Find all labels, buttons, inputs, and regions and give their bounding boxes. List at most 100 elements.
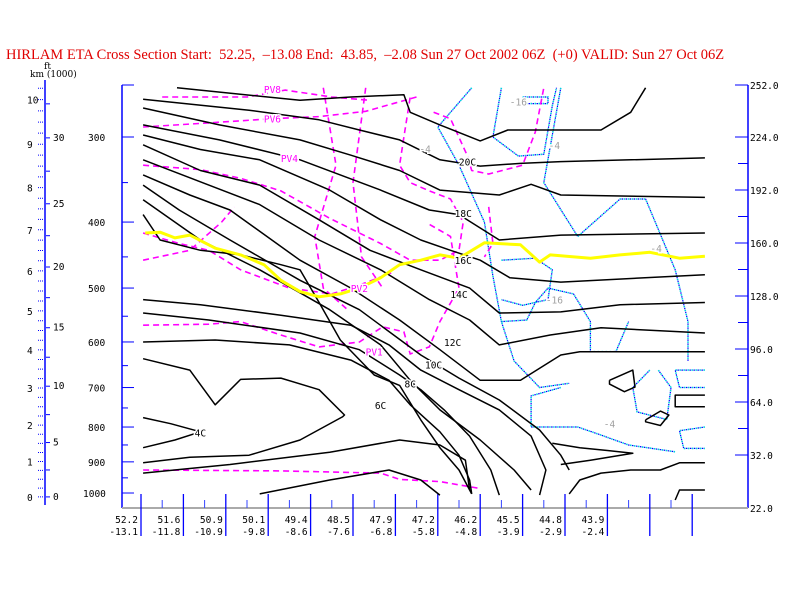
longitude-label: -6.8 (370, 527, 393, 538)
km-tick-label: 2 (27, 421, 33, 432)
km-tick-label: 7 (27, 226, 33, 237)
isotherm-contour (568, 462, 705, 495)
longitude-label: -4.8 (454, 527, 477, 538)
humidity-label: -4 (650, 244, 662, 255)
longitude-label: -10.9 (194, 527, 223, 538)
isotherm-contour (142, 416, 202, 449)
isotherm-contour (142, 357, 346, 464)
humidity-contour-blue (678, 426, 705, 449)
latitude-label: 50.1 (242, 515, 265, 526)
longitude-label: -9.8 (242, 527, 265, 538)
latitude-label: 50.9 (200, 515, 223, 526)
isotherm-contour (143, 98, 705, 167)
right-axis-tick-label: 22.0 (750, 504, 773, 515)
longitude-label: -3.9 (497, 527, 520, 538)
isotherm-contour (142, 159, 705, 346)
isotherm-contour (142, 184, 570, 471)
contour-labels: 20C 18C 16C 14C 12C 10C 8C 6C 4C PV8 PV6 PV4 PV2 PV1 -… (193, 83, 664, 441)
isotherm-contour (143, 298, 547, 496)
isotherm-contour (142, 144, 705, 314)
km-tick-label: 6 (27, 267, 33, 278)
humidity-contours (436, 87, 706, 453)
latitude-label: 51.6 (158, 515, 181, 526)
tropopause-line (145, 230, 706, 299)
pv-label: PV8 (264, 85, 281, 96)
humidity-contour-cyan (674, 369, 705, 389)
km-tick-label: 4 (27, 346, 33, 357)
latitude-label: 52.2 (115, 515, 138, 526)
pv-contour (143, 469, 481, 490)
pv-label: PV4 (281, 154, 298, 165)
right-axis-tick-label: 96.0 (750, 345, 773, 356)
isotherm-contour (644, 410, 670, 427)
pressure-tick-label: 1000 (83, 489, 106, 500)
isotherm-contour (143, 339, 473, 495)
ft-tick-label: 25 (53, 199, 64, 210)
latitude-label: 45.5 (497, 515, 520, 526)
longitude-label: -5.8 (412, 527, 435, 538)
humidity-contour-cyan (436, 87, 570, 389)
ft-axis-unit: ft (44, 62, 51, 72)
right-axis-tick-label: 160.0 (750, 239, 779, 250)
humidity-contour-cyan (678, 426, 706, 450)
pv-contours (142, 87, 545, 490)
longitude-label: -8.6 (285, 527, 308, 538)
ft-tick-label: 10 (53, 381, 65, 392)
tropopause-line (145, 230, 706, 299)
isotherm-contour (143, 439, 471, 491)
pv-label: PV6 (264, 115, 281, 126)
km-axis-unit: km (1000) (30, 70, 77, 80)
km-tick-label: 3 (27, 384, 33, 395)
isotherm-label: 12C (444, 338, 461, 349)
latitude-label: 47.9 (370, 515, 393, 526)
ft-tick-label: 5 (53, 438, 59, 449)
latitude-label: 49.4 (285, 515, 308, 526)
ft-tick-label: 15 (53, 323, 64, 334)
isotherm-contour (176, 87, 647, 142)
longitude-label: -7.6 (327, 527, 350, 538)
humidity-contour-blue (437, 87, 570, 389)
isotherm-contour (674, 394, 705, 408)
isotherm-label: 16C (455, 256, 472, 267)
pv-label: PV1 (366, 348, 383, 359)
longitude-label: -13.1 (109, 527, 138, 538)
pv-contour (143, 96, 417, 128)
humidity-contour-cyan (521, 96, 549, 105)
right-axis-tick-label: 192.0 (750, 186, 779, 197)
isotherm-contour (143, 312, 501, 496)
isotherm-contour (142, 174, 705, 382)
humidity-contour-blue (492, 87, 558, 157)
longitude-label: -11.8 (152, 527, 181, 538)
ft-tick-label: 0 (53, 492, 59, 503)
isotherm-label: 6C (375, 401, 386, 412)
right-axis-tick-label: 64.0 (750, 398, 773, 409)
longitude-label: -2.9 (539, 527, 562, 538)
km-tick-label: 1 (27, 457, 33, 468)
isotherm-contour (142, 214, 473, 495)
latitude-label: 47.2 (412, 515, 435, 526)
pressure-tick-label: 600 (88, 338, 105, 349)
right-axis-tick-label: 224.0 (750, 133, 779, 144)
isotherm-contour (674, 489, 705, 501)
humidity-contour-blue (543, 87, 689, 361)
humidity-contour-blue (501, 287, 630, 353)
pv-contour (483, 206, 494, 258)
isotherm-contour (142, 107, 705, 199)
isotherm-label: 18C (455, 209, 472, 220)
km-tick-label: 0 (27, 493, 33, 504)
longitude-label: -2.4 (582, 527, 605, 538)
isotherm-label: 4C (195, 429, 206, 440)
chart-title: HIRLAM ETA Cross Section Start: 52.25, –… (6, 47, 725, 63)
km-tick-label: 5 (27, 307, 33, 318)
pressure-tick-label: 800 (88, 423, 105, 434)
humidity-contour-blue (501, 257, 553, 306)
right-axis-tick-label: 128.0 (750, 292, 779, 303)
isotherm-contour (608, 369, 636, 393)
humidity-label: -4 (604, 419, 616, 430)
pressure-tick-label: 500 (88, 284, 105, 295)
isotherm-label: 20C (459, 158, 476, 169)
ft-tick-label: 30 (53, 133, 65, 144)
isotherm-label: 10C (425, 361, 442, 372)
humidity-contour-cyan (542, 87, 689, 361)
pv-contour (433, 87, 545, 175)
